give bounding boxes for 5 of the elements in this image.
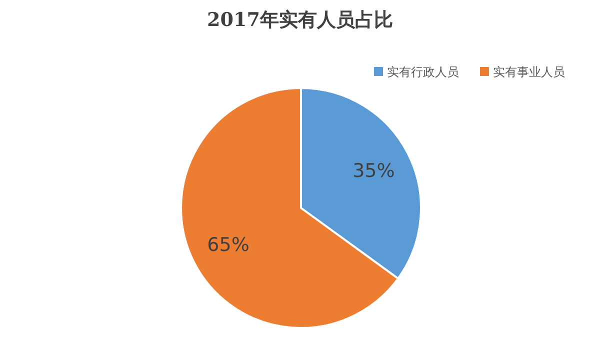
chart-title: 2017年实有人员占比 [207,9,393,31]
data-label: 35% [352,160,395,182]
legend-label: 实有行政人员 [387,65,459,79]
legend-label: 实有事业人员 [493,65,565,79]
data-label: 65% [207,234,250,256]
